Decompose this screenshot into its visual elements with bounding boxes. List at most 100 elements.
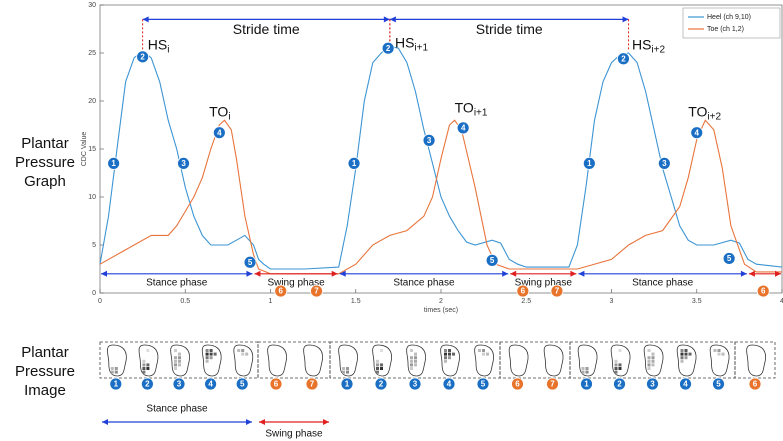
pressure-cell <box>178 359 181 363</box>
image-step-marker <box>546 377 559 391</box>
image-step-label: 3 <box>177 380 182 389</box>
step-marker <box>722 252 736 265</box>
step-marker-label: 7 <box>314 287 319 296</box>
arrow-head <box>246 419 252 425</box>
pressure-cell <box>717 352 721 356</box>
arrow-head <box>510 270 517 277</box>
step-marker <box>274 284 288 298</box>
annotation-sub: i+1 <box>474 107 488 118</box>
step-marker <box>243 255 257 269</box>
annotation-main: HS <box>395 34 414 50</box>
pressure-cell <box>376 359 379 363</box>
pressure-cell <box>581 370 585 374</box>
step-marker-label: 1 <box>587 159 592 168</box>
pressure-cell <box>444 356 447 360</box>
pressure-cell <box>717 349 721 352</box>
image-step-label: 2 <box>145 380 150 389</box>
pressure-cell <box>142 359 146 363</box>
arrow-head <box>748 270 755 277</box>
pressure-cell <box>618 367 622 370</box>
arrow-head <box>578 270 585 277</box>
pressure-cell <box>178 356 181 360</box>
step-marker-label: 3 <box>427 136 432 145</box>
image-group-box <box>257 341 331 379</box>
footprint <box>267 344 287 377</box>
step-marker-label: 4 <box>695 128 700 137</box>
side-label: Image <box>24 382 66 399</box>
pressure-cell <box>342 367 345 370</box>
step-marker <box>107 156 121 170</box>
image-step-label: 4 <box>208 380 213 389</box>
image-step-marker <box>679 377 692 391</box>
step-marker <box>456 121 470 135</box>
pressure-cell <box>478 349 481 352</box>
pressure-cell <box>647 359 651 363</box>
legend-box <box>682 7 781 39</box>
stride-label: Stride time <box>476 21 543 37</box>
step-marker <box>582 156 596 170</box>
image-step-label: 3 <box>413 380 418 389</box>
step-marker-label: 4 <box>461 123 466 132</box>
pressure-cell <box>209 349 213 352</box>
y-tick-label: 25 <box>88 50 96 57</box>
image-step-marker <box>646 377 659 391</box>
pressure-cell <box>205 349 209 352</box>
step-marker-label: 3 <box>181 159 186 168</box>
pressure-cell <box>174 356 177 360</box>
annotation-sub: i+1 <box>414 42 428 53</box>
pressure-cell <box>680 356 684 360</box>
step-marker-label: 5 <box>490 256 495 265</box>
pressure-cell <box>410 349 413 352</box>
step-marker <box>657 156 671 170</box>
annotation: TOi <box>209 103 230 122</box>
arrow-head <box>101 270 107 277</box>
pressure-cell <box>110 367 114 370</box>
pressure-cell <box>651 352 655 356</box>
pressure-cell <box>414 359 417 363</box>
pressure-cell <box>142 367 146 370</box>
image-step-marker <box>305 377 319 391</box>
pressure-cell <box>680 352 684 356</box>
pressure-cell <box>205 359 209 363</box>
arrow-head <box>102 419 108 425</box>
pressure-cell <box>342 370 345 374</box>
annotation: TOi+2 <box>688 103 721 122</box>
image-step-label: 3 <box>650 380 655 389</box>
x-tick-label: 1 <box>269 298 273 305</box>
pressure-cell <box>647 356 651 360</box>
pressure-cell <box>651 356 655 360</box>
pressure-cell <box>614 363 618 367</box>
x-tick-label: 2.5 <box>521 298 531 305</box>
pressure-cell <box>680 359 684 363</box>
pressure-cell <box>146 363 150 367</box>
pressure-cell <box>482 349 485 352</box>
image-phase-label: Stance phase <box>146 404 208 415</box>
legend-label: Heel (ch 9,10) <box>707 14 751 21</box>
pressure-cell <box>174 363 177 367</box>
arrow-head <box>389 16 396 23</box>
pressure-cell <box>174 367 177 370</box>
arrow-head <box>570 270 577 277</box>
step-marker <box>310 284 323 298</box>
image-step-label: 1 <box>345 380 350 389</box>
annotation-sub: i <box>167 44 169 55</box>
image-step-marker <box>748 377 762 391</box>
pressure-cell <box>444 359 447 363</box>
pressure-cell <box>380 367 383 370</box>
image-group-box <box>499 341 571 379</box>
x-tick-label: 0 <box>98 298 102 305</box>
image-step-label: 5 <box>716 380 721 389</box>
image-step-label: 4 <box>447 380 452 389</box>
pressure-cell <box>410 356 413 360</box>
side-label: Pressure <box>15 154 75 171</box>
arrow-head <box>339 270 346 277</box>
pressure-cell <box>680 349 684 352</box>
pressure-cell <box>684 352 688 356</box>
side-label: Plantar <box>21 344 69 361</box>
step-marker-label: 3 <box>662 159 667 168</box>
side-label: Pressure <box>15 363 75 380</box>
pressure-cell <box>444 349 447 352</box>
pressure-cell <box>376 363 379 367</box>
phase-label: Stance phase <box>393 277 455 288</box>
side-label: Graph <box>24 173 66 190</box>
